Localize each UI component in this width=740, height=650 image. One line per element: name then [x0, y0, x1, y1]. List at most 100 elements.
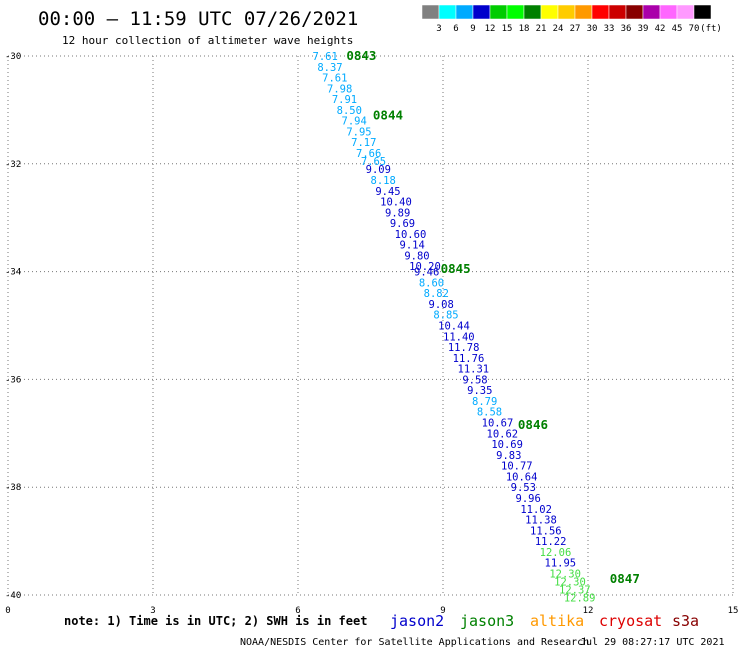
chart-title: 00:00 – 11:59 UTC 07/26/2021: [38, 8, 358, 30]
colorbar-swatch: [421, 4, 440, 20]
colorbar-label: 18: [519, 24, 530, 34]
colorbar-swatch: [438, 4, 457, 20]
wave-height-label: 9.80: [404, 250, 429, 262]
colorbar-label: 30: [587, 24, 598, 34]
colorbar-label: 6: [453, 24, 458, 34]
colorbar-swatch: [472, 4, 491, 20]
colorbar-swatch: [659, 4, 678, 20]
wave-height-label: 12.89: [564, 593, 596, 605]
y-tick-label: -32: [5, 160, 21, 170]
colorbar-label: 36: [621, 24, 632, 34]
colorbar-label: 21: [536, 24, 547, 34]
colorbar-swatch: [625, 4, 644, 20]
colorbar-label: 27: [570, 24, 581, 34]
colorbar-swatch: [608, 4, 627, 20]
wave-height-label: 11.22: [535, 536, 567, 548]
wave-height-label: 7.98: [327, 83, 352, 95]
wave-height-label: 7.95: [346, 126, 371, 138]
wave-height-label: 9.46: [414, 267, 439, 279]
wave-height-label: 8.60: [419, 277, 444, 289]
wave-height-labels: 7.618.377.617.987.918.507.947.957.177.66…: [313, 51, 596, 605]
colorbar-label: 33: [604, 24, 615, 34]
timestamp-text: Jul 29 08:27:17 UTC 2021: [580, 637, 725, 648]
y-tick-label: -30: [5, 52, 21, 62]
y-tick-label: -40: [5, 591, 21, 601]
wave-height-label: 12.06: [540, 547, 572, 559]
wave-height-label: 9.58: [462, 374, 487, 386]
wave-height-label: 12.37: [559, 585, 591, 597]
wave-height-label: 7.94: [342, 116, 367, 128]
x-tick-label: 9: [440, 606, 445, 616]
colorbar-swatch: [540, 4, 559, 20]
wave-height-label: 9.83: [496, 450, 521, 462]
colorbar-swatch: [489, 4, 508, 20]
satellite-legend-entry: s3a: [672, 612, 699, 630]
pass-time-label: 0847: [610, 571, 640, 586]
y-tick-label: -36: [5, 375, 21, 385]
wave-height-label: 8.58: [477, 407, 502, 419]
wave-height-label: 11.40: [443, 331, 475, 343]
colorbar-label: 15: [502, 24, 513, 34]
footnote: note: 1) Time is in UTC; 2) SWH is in fe…: [64, 614, 367, 628]
wave-height-label: 11.02: [520, 504, 552, 516]
satellite-legend-entry: jason3: [460, 612, 514, 630]
wave-height-label: 11.76: [453, 353, 485, 365]
pass-time-labels: 0843 0844 0845 0846 0847: [346, 48, 640, 586]
colorbar-legend: 3 6 9 12 15 18 21 24 27 30 33 36 39 42 45 70 (ft): [421, 4, 722, 34]
wave-height-label: 10.67: [482, 418, 514, 430]
colorbar-label: (ft): [700, 24, 722, 34]
satellite-legend-entry: cryosat: [599, 612, 662, 630]
x-tick-label: 0: [5, 606, 10, 616]
y-tick-label: -38: [5, 483, 21, 493]
y-axis-ticks: -30 -32 -34 -36 -38 -40: [5, 52, 21, 601]
wave-height-label: 7.66: [356, 148, 381, 160]
y-tick-label: -34: [5, 268, 21, 278]
plot-grid: [7, 55, 734, 596]
wave-height-label: 7.61: [313, 51, 338, 63]
wave-height-label: 10.62: [487, 428, 519, 440]
chart-subtitle: 12 hour collection of altimeter wave hei…: [62, 34, 353, 47]
colorbar-swatch: [676, 4, 695, 20]
wave-height-label: 8.18: [371, 175, 396, 187]
pass-time-label: 0845: [441, 261, 471, 276]
wave-height-label: 10.64: [506, 471, 538, 483]
colorbar-swatch: [506, 4, 525, 20]
wave-height-label: 8.79: [472, 396, 497, 408]
wave-height-label: 9.08: [429, 299, 454, 311]
wave-height-label: 9.09: [366, 164, 391, 176]
wave-height-label: 10.60: [395, 229, 427, 241]
colorbar-label: 3: [436, 24, 441, 34]
colorbar-swatch: [455, 4, 474, 20]
wave-height-label: 10.40: [380, 197, 412, 209]
colorbar-label: 9: [470, 24, 475, 34]
wave-height-label: 7.91: [332, 94, 357, 106]
wave-height-label: 10.69: [491, 439, 523, 451]
colorbar-label: 45: [672, 24, 683, 34]
wave-height-label: 10.20: [409, 261, 441, 273]
wave-height-label: 8.85: [433, 310, 458, 322]
wave-height-label: 8.37: [317, 62, 342, 74]
colorbar-swatch: [574, 4, 593, 20]
x-tick-label: 12: [583, 606, 594, 616]
wave-height-label: 10.77: [501, 461, 533, 473]
wave-height-label: 9.53: [511, 482, 536, 494]
wave-height-label: 9.69: [390, 218, 415, 230]
colorbar-label: 39: [638, 24, 649, 34]
wave-height-label: 7.17: [351, 137, 376, 149]
wave-height-label: 11.78: [448, 342, 480, 354]
wave-height-label: 12.30: [549, 568, 581, 580]
colorbar-swatch: [591, 4, 610, 20]
wave-height-label: 9.35: [467, 385, 492, 397]
x-axis-ticks: 0 3 6 9 12 15: [5, 606, 738, 616]
satellite-legend-entry: jason2: [390, 612, 444, 630]
wave-height-label: 9.96: [516, 493, 541, 505]
satellite-legend: jason2 jason3 altika cryosat s3a: [390, 612, 699, 630]
x-tick-label: 6: [295, 606, 300, 616]
colorbar-swatch: [523, 4, 542, 20]
colorbar-label: 24: [553, 24, 564, 34]
wave-height-label: 7.65: [361, 156, 386, 168]
wave-height-label: 11.56: [530, 525, 562, 537]
wave-height-label: 8.50: [337, 105, 362, 117]
wave-height-label: 8.82: [424, 288, 449, 300]
